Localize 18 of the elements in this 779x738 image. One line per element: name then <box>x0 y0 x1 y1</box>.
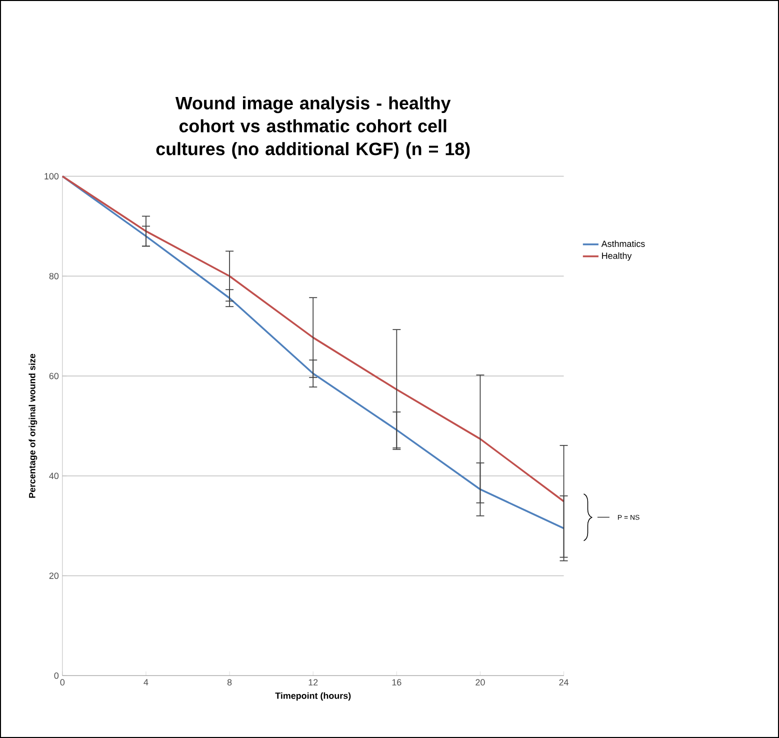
y-axis-title: Percentage of original wound size <box>28 354 38 498</box>
x-axis-title: Timepoint (hours) <box>275 692 351 701</box>
y-tick-label: 40 <box>49 472 59 480</box>
y-tick-label: 20 <box>49 572 59 579</box>
y-tick-label: 100 <box>44 173 59 180</box>
x-tick-label: 16 <box>392 679 402 686</box>
y-tick-label: 60 <box>49 372 59 380</box>
y-tick-label: 80 <box>49 272 59 280</box>
legend-label: Asthmatics <box>601 240 645 247</box>
chart-title: Wound image analysis - healthy cohort vs asthmatic cohort cell cultures (no additional KGF) (n = 18) <box>156 96 470 159</box>
y-tick-label: 0 <box>54 672 59 679</box>
x-tick-label: 12 <box>308 679 318 686</box>
x-tick-label: 8 <box>227 679 232 686</box>
legend-label: Healthy <box>602 252 632 261</box>
x-tick-label: 4 <box>144 679 148 686</box>
x-tick-label: 20 <box>476 679 485 686</box>
x-tick-label: 24 <box>559 679 568 686</box>
x-tick-label: 0 <box>60 679 65 686</box>
